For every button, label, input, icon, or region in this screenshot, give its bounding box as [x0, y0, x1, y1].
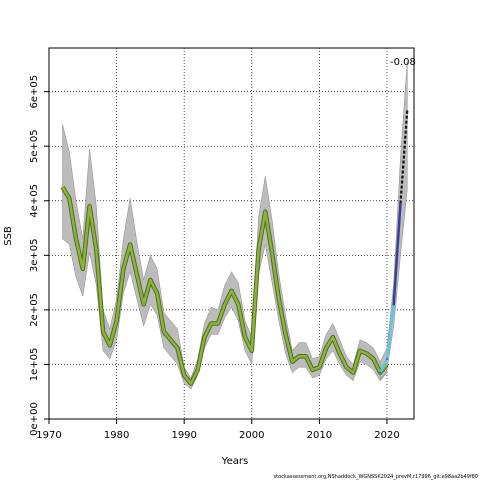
x-axis-title: Years	[221, 456, 248, 467]
y-axis: 0e+00 1e+05 2e+05 3e+05 4e+05 5e+05 6e+05	[29, 75, 49, 436]
x-tick-label: 1970	[36, 430, 61, 441]
estimate-point	[156, 292, 159, 295]
estimate-point	[115, 319, 118, 322]
estimate-point	[163, 330, 165, 333]
estimate-point	[291, 360, 294, 363]
estimate-point	[257, 248, 260, 251]
estimate-point	[81, 268, 84, 270]
forecast-line	[399, 110, 409, 204]
x-tick-label: 1990	[171, 430, 196, 441]
x-axis: 1970 1980 1990 2000 2010 2020	[36, 419, 400, 441]
estimate-point	[244, 336, 246, 339]
estimate-point	[386, 363, 388, 366]
estimate-point	[311, 368, 314, 371]
forecast-point	[392, 303, 395, 306]
estimate-point	[75, 238, 77, 240]
y-axis-title: SSB	[3, 226, 14, 246]
retrospective-line-segment	[392, 202, 402, 306]
estimate-point	[318, 366, 321, 369]
plot-frame	[48, 47, 415, 420]
forecast-point	[399, 202, 402, 205]
y-tick-label: 4e+05	[29, 184, 40, 218]
forecast-annotation: -0.08	[390, 57, 416, 68]
y-tick-label: 2e+05	[29, 293, 40, 327]
estimate-point	[210, 322, 213, 325]
x-tick-label: 1980	[104, 430, 129, 441]
estimate-point	[176, 347, 179, 349]
estimate-point	[183, 374, 186, 377]
estimate-point	[277, 298, 280, 300]
estimate-point	[149, 278, 152, 281]
estimate-point	[217, 322, 219, 325]
forecast-confidence-band	[379, 61, 408, 382]
estimate-point	[108, 344, 111, 347]
y-tick-label: 5e+05	[29, 129, 40, 163]
y-tick-label: 6e+05	[29, 75, 40, 109]
estimate-point	[169, 338, 172, 341]
estimate-point	[365, 352, 368, 355]
estimate-point	[352, 371, 355, 374]
estimate-point	[359, 349, 361, 352]
footer-credit: stockassessment.org,NShaddock_WGNSSK2024…	[274, 474, 478, 480]
estimate-point	[135, 273, 138, 276]
x-tick-label: 2010	[307, 430, 332, 441]
estimate-point	[331, 336, 334, 339]
estimate-confidence-band	[62, 124, 388, 390]
estimate-point	[95, 248, 98, 251]
estimate-point	[129, 243, 132, 246]
estimate-point	[223, 303, 226, 306]
estimate-point	[372, 358, 375, 360]
retrospective-line-segment	[378, 357, 389, 374]
forecast-point	[379, 371, 382, 374]
series-lines	[60, 109, 409, 386]
estimate-point	[271, 251, 273, 254]
x-tick-label: 2000	[239, 430, 264, 441]
estimate-point	[61, 186, 64, 189]
estimate-point	[325, 347, 328, 349]
estimate-point	[102, 330, 104, 333]
estimate-point	[142, 303, 145, 306]
y-tick-label: 3e+05	[29, 239, 40, 273]
y-tick-label: 1e+05	[29, 348, 40, 382]
confidence-bands	[62, 61, 408, 390]
estimate-point	[88, 205, 91, 208]
estimate-point	[237, 303, 240, 306]
estimate-point	[68, 197, 71, 199]
retrospective-line-segment	[385, 303, 395, 361]
estimate-point	[190, 382, 192, 385]
estimate-point	[304, 355, 307, 358]
estimate-point	[284, 333, 287, 336]
estimate-point	[345, 366, 348, 369]
y-tick-label: 0e+00	[29, 402, 40, 436]
estimate-point	[230, 289, 233, 292]
forecast-point	[406, 109, 409, 112]
estimate-point	[203, 336, 206, 339]
estimate-point	[264, 210, 267, 213]
estimate-point	[338, 352, 341, 355]
estimate-point	[196, 368, 199, 371]
estimate-point	[250, 349, 253, 352]
estimate-point	[298, 355, 300, 358]
x-tick-label: 2020	[374, 430, 399, 441]
forecast-point	[386, 358, 388, 360]
estimate-point	[122, 268, 125, 270]
